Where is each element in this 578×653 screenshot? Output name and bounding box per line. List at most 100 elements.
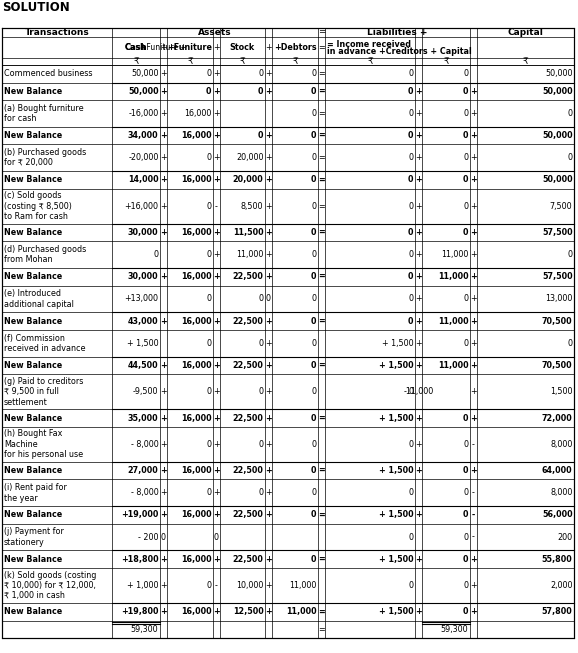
Text: +: + [415,176,422,184]
Text: 0: 0 [568,250,572,259]
Text: 22,500: 22,500 [232,317,264,326]
Text: +: + [415,202,422,211]
Text: +: + [265,176,272,184]
Text: + 1,500: + 1,500 [379,361,413,370]
Text: +: + [160,69,167,78]
Text: -: - [472,440,475,449]
Text: 50,000: 50,000 [545,69,572,78]
Text: -: - [472,511,475,519]
Text: 16,000: 16,000 [181,607,212,616]
Text: 72,000: 72,000 [542,413,572,422]
Text: (a) Bought furniture
for cash: (a) Bought furniture for cash [4,104,84,123]
Text: +: + [160,131,167,140]
Text: (h) Bought Fax
Machine
for his personal use: (h) Bought Fax Machine for his personal … [4,430,83,459]
Text: 0: 0 [258,339,264,347]
Text: (e) Introduced
additional capital: (e) Introduced additional capital [4,289,74,309]
Text: =: = [318,625,325,634]
Text: + 1,500: + 1,500 [127,339,158,347]
Text: 70,500: 70,500 [542,317,572,326]
Text: New Balance: New Balance [4,511,62,519]
Text: 0: 0 [409,533,413,541]
Text: 44,500: 44,500 [128,361,158,370]
Text: 0: 0 [258,387,264,396]
Text: 200: 200 [557,533,572,541]
Text: 22,500: 22,500 [232,361,264,370]
Text: Capital: Capital [507,27,543,37]
Text: +: + [415,413,422,422]
Text: +: + [415,272,422,281]
Text: -11,000: -11,000 [403,387,434,396]
Text: 50,000: 50,000 [542,87,572,96]
Text: 0: 0 [408,87,413,96]
Text: Transactions: Transactions [25,27,90,37]
Text: =: = [318,27,325,37]
Text: 0: 0 [464,202,469,211]
Text: 35,000: 35,000 [128,413,158,422]
Text: New Balance: New Balance [4,466,62,475]
Text: 11,000: 11,000 [289,581,317,590]
Text: +: + [160,361,167,370]
Text: +: + [470,339,477,347]
Text: 16,000: 16,000 [181,413,212,422]
Text: +: + [415,131,422,140]
Text: New Balance: New Balance [4,176,62,184]
Text: =: = [318,511,325,519]
Text: +: + [470,131,477,140]
Text: +: + [213,176,220,184]
Text: 50,000: 50,000 [128,87,158,96]
Text: +: + [265,131,272,140]
Text: New Balance: New Balance [4,361,62,370]
Text: 0: 0 [408,228,413,237]
Text: 16,000: 16,000 [181,317,212,326]
Text: 56,000: 56,000 [542,511,572,519]
Text: +: + [470,387,477,396]
Text: +Funiture +: +Funiture + [140,43,187,52]
Text: Commenced business: Commenced business [4,69,92,78]
Text: Assets: Assets [198,27,232,37]
Text: 0: 0 [464,533,469,541]
Text: Cash: Cash [125,43,147,52]
Text: 8,000: 8,000 [550,488,572,498]
Text: +: + [470,153,477,163]
Text: 0: 0 [408,176,413,184]
Text: SOLUTION: SOLUTION [2,1,70,14]
Text: 0: 0 [206,69,212,78]
Text: 0: 0 [409,202,413,211]
Text: (k) Sold goods (costing
₹ 10,000) for ₹ 12,000,
₹ 1,000 in cash: (k) Sold goods (costing ₹ 10,000) for ₹ … [4,571,97,601]
Text: =: = [318,272,325,281]
Text: +: + [213,466,220,475]
Text: New Balance: New Balance [4,413,62,422]
Text: 0: 0 [258,440,264,449]
Text: 0: 0 [258,131,264,140]
Text: +: + [265,87,272,96]
Text: -: - [472,533,475,541]
Text: 0: 0 [312,109,317,118]
Text: 0: 0 [206,87,212,96]
Text: +: + [470,272,477,281]
Text: +: + [415,339,422,347]
Text: =: = [318,228,325,237]
Text: 27,000: 27,000 [128,466,158,475]
Text: 11,000: 11,000 [286,607,317,616]
Text: +: + [415,153,422,163]
Text: +: + [160,581,167,590]
Text: 43,000: 43,000 [128,317,158,326]
Text: 16,000: 16,000 [181,466,212,475]
Text: + 1,500: + 1,500 [379,607,413,616]
Text: 13,000: 13,000 [545,295,572,304]
Text: +: + [160,440,167,449]
Text: +: + [160,87,167,96]
Text: 11,500: 11,500 [233,228,264,237]
Text: 0: 0 [409,109,413,118]
Text: 16,000: 16,000 [181,361,212,370]
Text: +: + [213,413,220,422]
Text: +: + [213,361,220,370]
Text: 64,000: 64,000 [542,466,572,475]
Text: 0: 0 [206,250,212,259]
Text: +: + [265,228,272,237]
Text: 22,500: 22,500 [232,413,264,422]
Text: +: + [415,250,422,259]
Text: ₹: ₹ [443,57,449,66]
Text: =: = [318,607,325,616]
Text: +: + [470,295,477,304]
